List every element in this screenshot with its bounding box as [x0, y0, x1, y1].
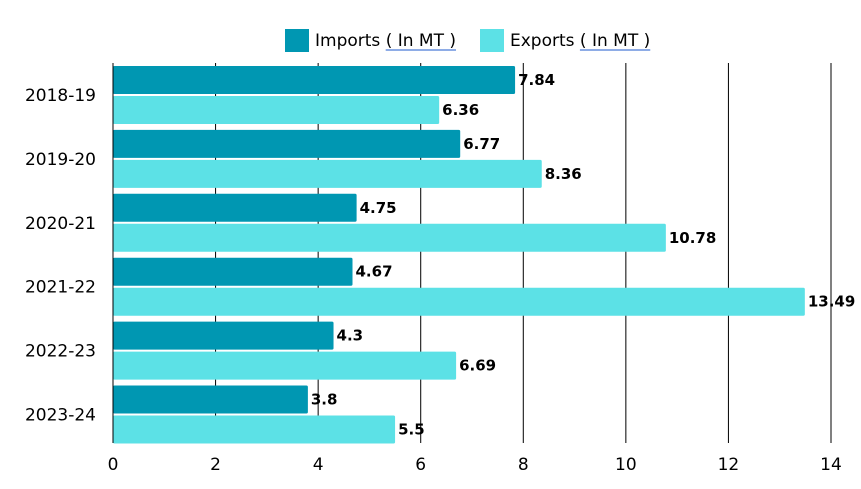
grid-lines	[215, 63, 832, 443]
legend-label-unit: ( In MT )	[580, 31, 650, 51]
legend-label-unit: ( In MT )	[386, 31, 456, 51]
data-label: 4.67	[356, 263, 393, 281]
data-label: 13.49	[808, 293, 855, 311]
category-label: 2020-21	[25, 214, 96, 234]
legend-item: Imports ( In MT )	[285, 29, 457, 52]
legend-label-lead: Exports	[510, 31, 580, 51]
imports-bar	[113, 129, 461, 158]
data-label: 4.3	[337, 327, 364, 345]
legend-swatch	[285, 29, 309, 52]
imports-bar	[113, 66, 516, 94]
x-tick-label: 0	[108, 455, 119, 475]
legend-swatch	[480, 29, 504, 52]
axes: 0 2 4 6 8 10 12 14 2018-19 2019-20 2020-21 2021-22 2…	[25, 63, 842, 475]
x-tick-label: 8	[518, 455, 529, 475]
data-label: 6.69	[459, 357, 496, 375]
data-label: 3.8	[311, 391, 338, 409]
data-label: 6.36	[442, 101, 479, 119]
data-label: 10.78	[669, 229, 716, 247]
exports-bar	[113, 415, 396, 444]
data-labels: 7.84 6.36 6.77 8.36 4.75 10.78 4.67 13.49 4.3 6.6…	[311, 71, 855, 439]
category-label: 2023-24	[25, 406, 96, 426]
x-tick-label: 12	[718, 455, 740, 475]
data-label: 6.77	[463, 135, 500, 153]
x-tick-label: 4	[313, 455, 324, 475]
legend: Imports ( In MT ) Exports ( In MT )	[285, 29, 651, 52]
bars	[113, 66, 805, 444]
legend-label: Imports ( In MT )	[315, 31, 456, 51]
category-label: 2022-23	[25, 342, 96, 362]
exports-bar	[113, 287, 805, 316]
imports-bar	[113, 193, 357, 222]
imports-bar	[113, 321, 334, 350]
x-tick-label: 14	[820, 455, 842, 475]
data-label: 5.5	[398, 421, 425, 439]
legend-label: Exports ( In MT )	[510, 31, 650, 51]
legend-label-lead: Imports	[315, 31, 386, 51]
exports-bar	[113, 159, 542, 188]
exports-bar	[113, 96, 440, 124]
exports-bar	[113, 351, 457, 380]
x-tick-label: 6	[415, 455, 426, 475]
category-label: 2021-22	[25, 278, 96, 298]
x-tick-label: 2	[210, 455, 221, 475]
category-label: 2019-20	[25, 150, 96, 170]
data-label: 8.36	[545, 165, 582, 183]
category-label: 2018-19	[25, 86, 96, 106]
imports-bar	[113, 257, 353, 286]
x-tick-label: 10	[615, 455, 637, 475]
data-label: 4.75	[360, 199, 397, 217]
exports-bar	[113, 223, 666, 252]
data-label: 7.84	[518, 71, 555, 89]
imports-bar	[113, 385, 308, 414]
legend-item: Exports ( In MT )	[480, 29, 651, 52]
